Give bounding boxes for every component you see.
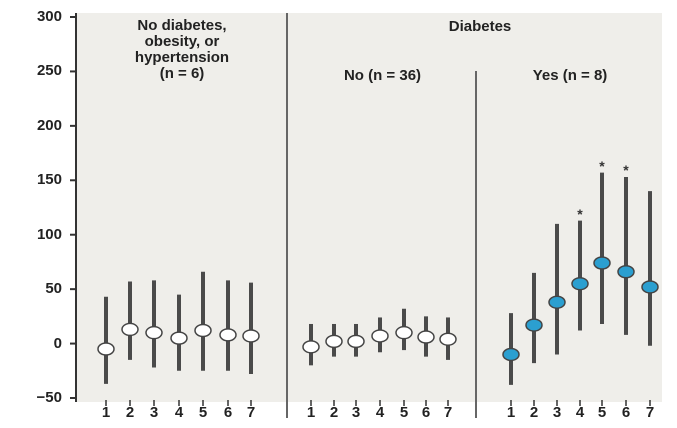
x-tick-label: 1 (101, 404, 111, 421)
x-tick-label: 2 (125, 404, 135, 421)
group-header: No (n = 36) (343, 67, 422, 84)
group-header-line: (n = 6) (159, 65, 205, 82)
x-tick-label: 4 (174, 404, 184, 421)
x-tick-label: 4 (375, 404, 385, 421)
x-tick-label: 7 (443, 404, 453, 421)
mean-marker (145, 325, 163, 340)
super-header: Diabetes (448, 18, 512, 35)
mean-marker (525, 318, 543, 332)
x-tick-label: 6 (421, 404, 431, 421)
mean-marker (347, 334, 365, 349)
x-tick-label: 3 (552, 404, 562, 421)
y-tick-label: 250 (36, 62, 62, 80)
x-tick-label: 3 (351, 404, 361, 421)
significance-marker: * (599, 157, 605, 174)
x-tick-label: 5 (597, 404, 607, 421)
mean-marker (219, 328, 237, 342)
y-tick-label: −50 (36, 389, 62, 406)
y-tick-label: 150 (36, 171, 62, 189)
y-tick-label: 0 (53, 334, 62, 352)
x-tick-label: 7 (645, 404, 655, 421)
mean-marker (593, 256, 611, 270)
group-header-line: hypertension (134, 49, 230, 66)
x-tick-label: 2 (529, 404, 539, 421)
mean-marker (371, 329, 389, 343)
x-tick-label: 5 (399, 404, 409, 421)
x-tick-label: 5 (198, 404, 208, 421)
mean-marker (325, 334, 343, 349)
mean-marker (121, 322, 139, 337)
x-tick-label: 6 (223, 404, 233, 421)
mean-marker (417, 330, 435, 344)
x-tick-label: 1 (506, 404, 516, 421)
y-tick-label: 100 (36, 225, 62, 243)
group-header-line: No diabetes, (137, 17, 227, 34)
mean-marker (170, 331, 188, 345)
x-tick-label: 2 (329, 404, 339, 421)
mean-marker (194, 323, 212, 338)
y-tick-label: 50 (45, 280, 62, 298)
x-tick-label: 1 (306, 404, 316, 421)
x-tick-label: 3 (149, 404, 159, 421)
mean-marker (242, 329, 260, 343)
x-tick-label: 7 (246, 404, 256, 421)
mean-marker (617, 264, 635, 279)
mean-marker (439, 332, 457, 346)
x-tick-label: 4 (575, 404, 585, 421)
group-header: Yes (n = 8) (532, 67, 608, 84)
mean-marker (641, 280, 659, 294)
significance-marker: * (623, 162, 629, 179)
y-tick-label: 300 (36, 8, 62, 25)
group-header-line: obesity, or (144, 33, 220, 50)
mean-marker (97, 342, 115, 356)
y-tick-label: 200 (36, 116, 62, 134)
mean-marker (302, 340, 320, 354)
significance-marker: * (577, 205, 583, 222)
mean-marker (395, 325, 413, 340)
x-tick-label: 6 (621, 404, 631, 421)
mean-marker (571, 276, 589, 291)
mean-marker (502, 347, 520, 362)
mean-marker (548, 295, 566, 309)
